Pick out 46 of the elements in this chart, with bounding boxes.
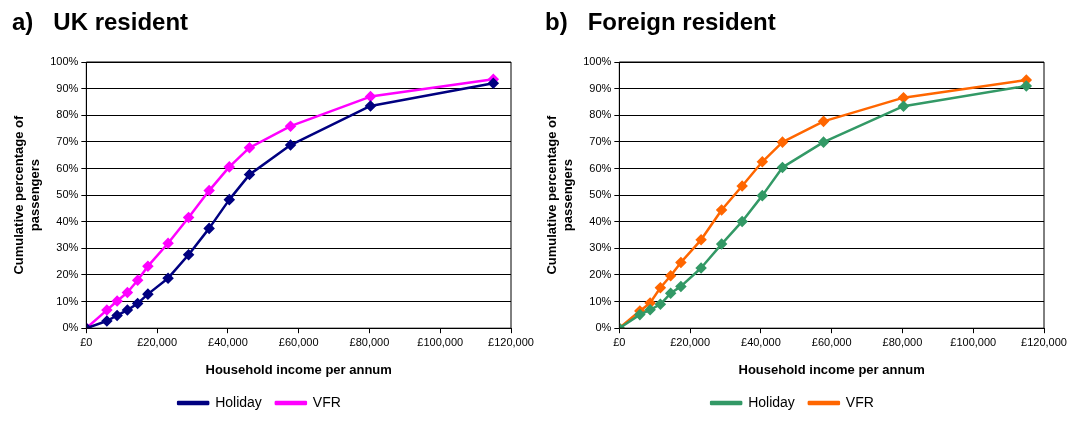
- y-tick-label: 100%: [50, 55, 79, 68]
- y-tick-label: 30%: [589, 241, 612, 254]
- y-tick-label: 60%: [56, 161, 79, 174]
- x-axis-title: Household income per annum: [738, 361, 925, 377]
- y-tick-label: 40%: [56, 214, 79, 227]
- legend-label: Holiday: [215, 393, 262, 410]
- x-tick-label: £120,000: [1021, 335, 1067, 348]
- y-tick-label: 100%: [583, 55, 612, 68]
- chart-title: b) Foreign resident: [544, 8, 777, 37]
- y-tick-label: 90%: [56, 81, 79, 94]
- x-tick-label: £20,000: [670, 335, 710, 348]
- y-tick-label: 80%: [589, 108, 612, 121]
- x-tick-label: £0: [613, 335, 626, 348]
- y-tick-label: 80%: [56, 108, 79, 121]
- x-tick-label: £60,000: [811, 335, 852, 348]
- legend-label: Holiday: [748, 393, 795, 410]
- x-tick-label: £40,000: [741, 335, 781, 348]
- y-tick-label: 0%: [62, 321, 79, 334]
- y-tick-label: 70%: [589, 134, 612, 147]
- y-axis-title: Cumulative percentage of passengers: [544, 114, 575, 275]
- x-tick-label: £100,000: [950, 335, 997, 348]
- chart-title: a) UK resident: [11, 8, 190, 37]
- x-tick-label: £20,000: [137, 335, 177, 348]
- y-tick-label: 20%: [589, 267, 612, 280]
- y-tick-label: 40%: [589, 214, 612, 227]
- y-tick-label: 50%: [589, 188, 612, 201]
- x-tick-label: £80,000: [882, 335, 923, 348]
- y-tick-label: 70%: [56, 134, 79, 147]
- x-tick-label: £80,000: [349, 335, 390, 348]
- x-tick-label: £40,000: [208, 335, 248, 348]
- y-tick-label: 30%: [56, 241, 79, 254]
- y-tick-label: 60%: [589, 161, 612, 174]
- x-axis-title: Household income per annum: [205, 361, 392, 377]
- x-tick-label: £100,000: [417, 335, 464, 348]
- y-tick-label: 50%: [56, 188, 79, 201]
- legend-label: VFR: [312, 393, 341, 410]
- y-axis-title: Cumulative percentage of passengers: [11, 114, 42, 275]
- y-tick-label: 10%: [589, 294, 612, 307]
- y-tick-label: 10%: [56, 294, 79, 307]
- y-tick-label: 20%: [56, 267, 79, 280]
- x-tick-label: £120,000: [488, 335, 534, 348]
- y-tick-label: 0%: [595, 321, 612, 334]
- y-tick-label: 90%: [589, 81, 612, 94]
- legend-label: VFR: [845, 393, 874, 410]
- x-tick-label: £60,000: [278, 335, 319, 348]
- x-tick-label: £0: [80, 335, 93, 348]
